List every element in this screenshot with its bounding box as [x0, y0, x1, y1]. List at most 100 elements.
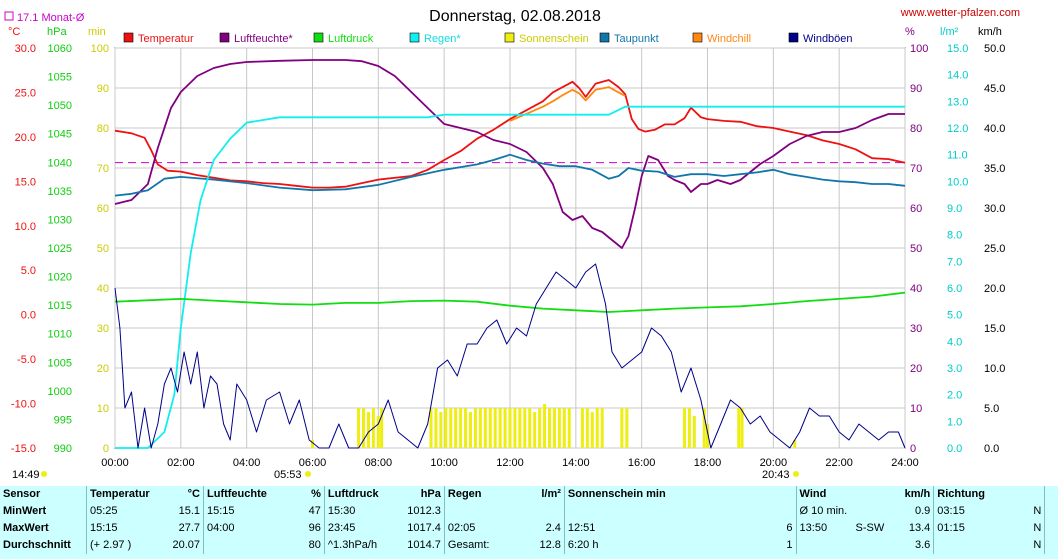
- rain-tick-label: 11.0: [947, 150, 968, 162]
- stats-cell: 27.7: [178, 522, 200, 534]
- stats-header-wind-dir: [853, 486, 888, 503]
- x-tick-label: 08:00: [365, 457, 393, 469]
- pct-tick-label: 80: [910, 123, 922, 135]
- sunshine-bar: [687, 408, 691, 448]
- stats-cell: [563, 503, 738, 520]
- kmh-tick-label: 35.0: [984, 163, 1005, 175]
- stats-cell: S-SW: [855, 522, 885, 534]
- sunshine-bar: [793, 440, 797, 448]
- stats-cell: Gesamt:: [443, 537, 509, 554]
- sunshine-bar: [620, 408, 624, 448]
- hpa-tick-label: 995: [54, 414, 72, 426]
- min-unit-label: min: [88, 26, 106, 38]
- sunshine-bar: [737, 408, 741, 448]
- sunset-icon: [793, 471, 799, 477]
- legend-label: Luftfeuchte*: [234, 33, 293, 45]
- stats-cell: 0.9: [914, 505, 931, 517]
- stats-header-temp: Temperatur: [86, 486, 153, 503]
- x-tick-label: 20:00: [760, 457, 788, 469]
- rain-tick-label: 9.0: [947, 203, 962, 215]
- stats-cell: 80: [308, 539, 321, 551]
- stats-cell: 1014.7: [407, 539, 441, 551]
- min-tick-label: 0: [103, 443, 109, 455]
- x-tick-label: 22:00: [825, 457, 853, 469]
- weather-chart: 00:00 02:00 04:00 06:00 08:00 10:00 12:00 14:00…: [4, 7, 1020, 481]
- sunshine-bar: [706, 424, 709, 448]
- stats-row-avg: Durchschnitt (+ 2.97 ) 20.07 80 ^1.3hPa/…: [0, 537, 1058, 554]
- stats-header-press-unit: hPa: [420, 488, 441, 500]
- x-tick-label: 24:00: [891, 457, 919, 469]
- kmh-tick-label: 40.0: [984, 123, 1005, 135]
- hpa-tick-label: 1025: [48, 243, 72, 255]
- stats-header-row: Sensor Temperatur °C Luftfeuchte % Luftd…: [0, 486, 1058, 503]
- hpa-tick-label: 1050: [48, 100, 72, 112]
- hpa-tick-label: 1045: [48, 129, 72, 141]
- sunshine-bar: [473, 408, 477, 448]
- stats-cell: [443, 503, 509, 520]
- hpa-unit-label: hPa: [47, 26, 67, 38]
- rain-tick-label: 13.0: [947, 96, 968, 108]
- stats-header-dir: Richtung: [933, 486, 993, 503]
- stats-cell: [509, 503, 565, 520]
- legend-swatch: [599, 32, 610, 43]
- stats-header-wind: Wind: [795, 486, 853, 503]
- stats-header-sun: Sonnenschein min: [563, 486, 797, 503]
- stats-cell: [853, 503, 888, 520]
- rain-tick-label: 1.0: [947, 416, 962, 428]
- min-tick-label: 80: [97, 123, 109, 135]
- kmh-unit-label: km/h: [978, 26, 1002, 38]
- legend-swatch: [788, 32, 799, 43]
- legend-swatch: [219, 32, 230, 43]
- sunshine-bar: [548, 408, 551, 448]
- sunshine-bar: [552, 408, 556, 448]
- hpa-tick-label: 990: [54, 443, 72, 455]
- sunshine-bar: [483, 408, 487, 448]
- sunshine-bars: [311, 404, 797, 448]
- sunshine-bar: [740, 408, 744, 448]
- stats-cell: 1017.4: [407, 522, 441, 534]
- pct-tick-label: 20: [910, 363, 922, 375]
- kmh-tick-label: 45.0: [984, 83, 1005, 95]
- rain-tick-label: 15.0: [947, 43, 968, 55]
- temp-tick-label: 5.0: [21, 265, 36, 277]
- stats-row-label: MinWert: [3, 505, 47, 517]
- pct-tick-label: 40: [910, 283, 922, 295]
- temp-tick-label: -5.0: [17, 354, 36, 366]
- hpa-tick-label: 1035: [48, 186, 72, 198]
- sunshine-bar: [454, 408, 458, 448]
- min-tick-label: 70: [97, 163, 109, 175]
- legend-swatch: [313, 32, 324, 43]
- rain-tick-label: 0.0: [947, 443, 962, 455]
- stats-header-hum: Luftfeuchte: [202, 486, 270, 503]
- sunshine-bar: [625, 408, 629, 448]
- stats-cell: N: [1033, 539, 1042, 551]
- series-line-regen: [115, 105, 905, 449]
- sunshine-bar: [503, 408, 507, 448]
- min-tick-label: 60: [97, 203, 109, 215]
- month-avg-icon: [4, 11, 14, 21]
- month-avg-label: 17.1 Monat-Ø: [17, 12, 85, 24]
- sunshine-bar: [580, 408, 584, 448]
- series-line-luftdruck: [114, 291, 906, 313]
- temp-tick-label: 15.0: [15, 176, 36, 188]
- x-tick-label: 14:00: [562, 457, 590, 469]
- stats-row-label: MaxWert: [3, 522, 49, 534]
- temp-tick-label: 20.0: [15, 132, 36, 144]
- stats-cell: 1012.3: [407, 505, 441, 517]
- sunshine-bar: [459, 408, 463, 448]
- stats-cell: 6:20 h: [563, 537, 738, 554]
- sunshine-bar: [600, 408, 604, 448]
- hpa-tick-label: 1030: [48, 214, 72, 226]
- rain-tick-label: 8.0: [947, 230, 962, 242]
- kmh-tick-label: 10.0: [984, 363, 1005, 375]
- temp-tick-label: 10.0: [15, 221, 36, 233]
- rain-tick-label: 12.0: [947, 123, 968, 135]
- rain-tick-label: 10.0: [947, 176, 968, 188]
- legend-label: Windchill: [707, 33, 751, 45]
- stats-cell: 15:15: [86, 520, 153, 537]
- min-tick-label: 40: [97, 283, 109, 295]
- stats-cell: [1044, 503, 1058, 520]
- sunshine-bar: [508, 408, 512, 448]
- stats-cell: 15:15: [202, 503, 270, 520]
- legend: Temperatur Luftfeuchte* Luftdruck Regen* Son…: [123, 32, 853, 45]
